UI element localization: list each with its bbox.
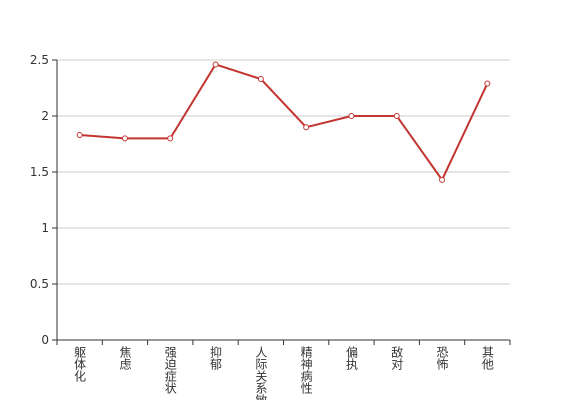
point xyxy=(257,76,264,83)
point xyxy=(303,124,310,131)
point xyxy=(212,61,219,68)
x-tick-label: 抑郁 xyxy=(209,345,223,371)
point xyxy=(393,113,400,119)
y-tick-label: 0.5 xyxy=(30,277,49,291)
y-tick-label: 1 xyxy=(41,221,49,235)
point xyxy=(121,135,128,142)
x-tick-label: 焦虑 xyxy=(118,346,132,370)
y-tick-label: 1.5 xyxy=(30,165,49,179)
x-tick-label: 恐怖 xyxy=(435,346,449,370)
x-tick-label: 人际关系敏感 xyxy=(254,346,268,400)
point xyxy=(439,176,446,183)
x-tick-label: 偏执 xyxy=(344,345,358,371)
point xyxy=(484,80,491,87)
point xyxy=(348,113,355,119)
y-tick-label: 0 xyxy=(41,333,49,347)
x-tick-label: 精神病性 xyxy=(299,346,313,395)
x-tick-label: 强迫症状 xyxy=(163,346,177,394)
x-tick-label: 其他 xyxy=(480,346,494,370)
y-tick-label: 2.5 xyxy=(30,53,49,67)
line xyxy=(79,63,489,182)
point xyxy=(167,135,174,142)
x-tick-label: 躯体化 xyxy=(73,345,87,383)
y-tick-label: 2 xyxy=(41,109,49,123)
point xyxy=(76,132,83,139)
x-tick-label: 敌对 xyxy=(390,345,404,370)
